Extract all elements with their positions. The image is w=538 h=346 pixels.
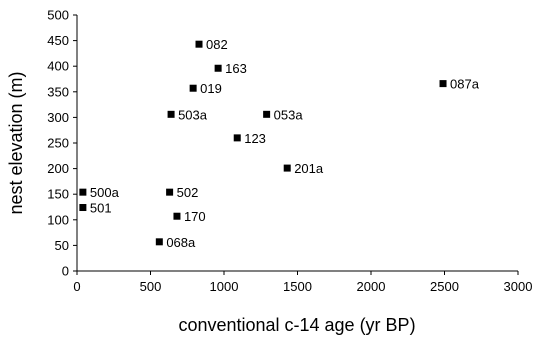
data-point <box>79 188 87 196</box>
data-point <box>263 110 271 118</box>
x-tick-label: 2000 <box>357 279 386 294</box>
y-tick-label: 250 <box>47 136 69 151</box>
y-tick-label: 150 <box>47 187 69 202</box>
data-point <box>173 212 181 220</box>
y-tick-label: 100 <box>47 212 69 227</box>
data-point <box>167 110 175 118</box>
x-tick-label: 1000 <box>210 279 239 294</box>
data-point-label: 500a <box>90 185 120 200</box>
data-point <box>155 238 163 246</box>
data-point-label: 123 <box>244 131 266 146</box>
data-points: 082 163 087a 019 503a 053a 123 201a 500a 502 501 17… <box>79 37 480 250</box>
axes <box>73 14 519 275</box>
y-tick-label: 300 <box>47 110 69 125</box>
data-point <box>439 80 447 88</box>
data-point-label: 503a <box>178 107 208 122</box>
y-tick-label: 200 <box>47 161 69 176</box>
y-tick-label: 350 <box>47 84 69 99</box>
x-tick-label: 2500 <box>430 279 459 294</box>
y-tick-label: 450 <box>47 33 69 48</box>
x-axis-title: conventional c-14 age (yr BP) <box>178 315 415 335</box>
data-point-label: 053a <box>274 107 304 122</box>
x-tick-label: 3000 <box>504 279 533 294</box>
data-point-label: 082 <box>206 37 228 52</box>
data-point-label: 170 <box>184 209 206 224</box>
data-point-label: 087a <box>450 77 480 92</box>
data-point <box>79 204 87 212</box>
x-tick-label: 0 <box>73 279 80 294</box>
data-point-label: 502 <box>177 185 199 200</box>
y-axis-title: nest elevation (m) <box>6 71 26 214</box>
x-tick-label: 500 <box>140 279 162 294</box>
y-tick-label: 500 <box>47 8 69 23</box>
data-point <box>214 64 222 72</box>
data-point <box>195 40 203 48</box>
y-tick-label: 400 <box>47 59 69 74</box>
y-tick-label: 50 <box>55 238 69 253</box>
data-point-label: 501 <box>90 201 112 216</box>
data-point <box>189 84 197 92</box>
data-point <box>283 164 291 172</box>
data-point-label: 201a <box>294 161 324 176</box>
y-tick-label: 0 <box>62 264 69 279</box>
tick-labels: 0 50 100 150 200 250 300 350 400 450 500 0 500 1000 15… <box>47 8 532 295</box>
data-point-label: 068a <box>166 235 196 250</box>
data-point-label: 163 <box>225 61 247 76</box>
data-point-label: 019 <box>200 81 222 96</box>
data-point <box>166 188 174 196</box>
x-tick-label: 1500 <box>283 279 312 294</box>
data-point <box>233 134 241 142</box>
